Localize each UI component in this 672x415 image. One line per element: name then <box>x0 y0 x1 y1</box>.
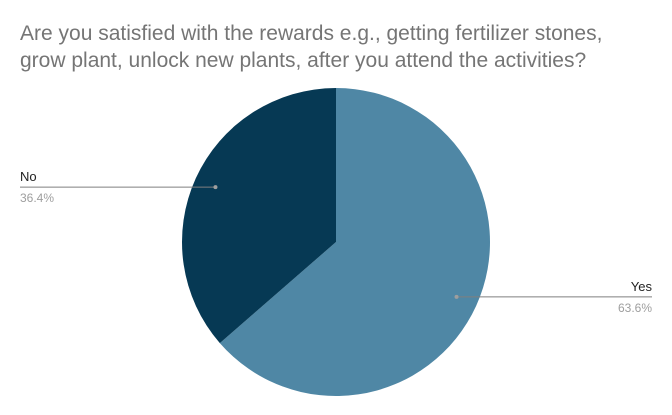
leader-dot-no <box>213 185 218 190</box>
leader-dot-yes <box>454 294 459 299</box>
slice-value-yes: 63.6% <box>618 301 652 315</box>
chart-title: Are you satisfied with the rewards e.g.,… <box>20 22 603 72</box>
pie-slice-no <box>182 87 336 344</box>
pie-slice-yes <box>219 88 491 396</box>
slice-label-yes: Yes <box>631 279 653 294</box>
slice-label-no: No <box>20 169 37 184</box>
slice-value-no: 36.4% <box>20 191 54 205</box>
